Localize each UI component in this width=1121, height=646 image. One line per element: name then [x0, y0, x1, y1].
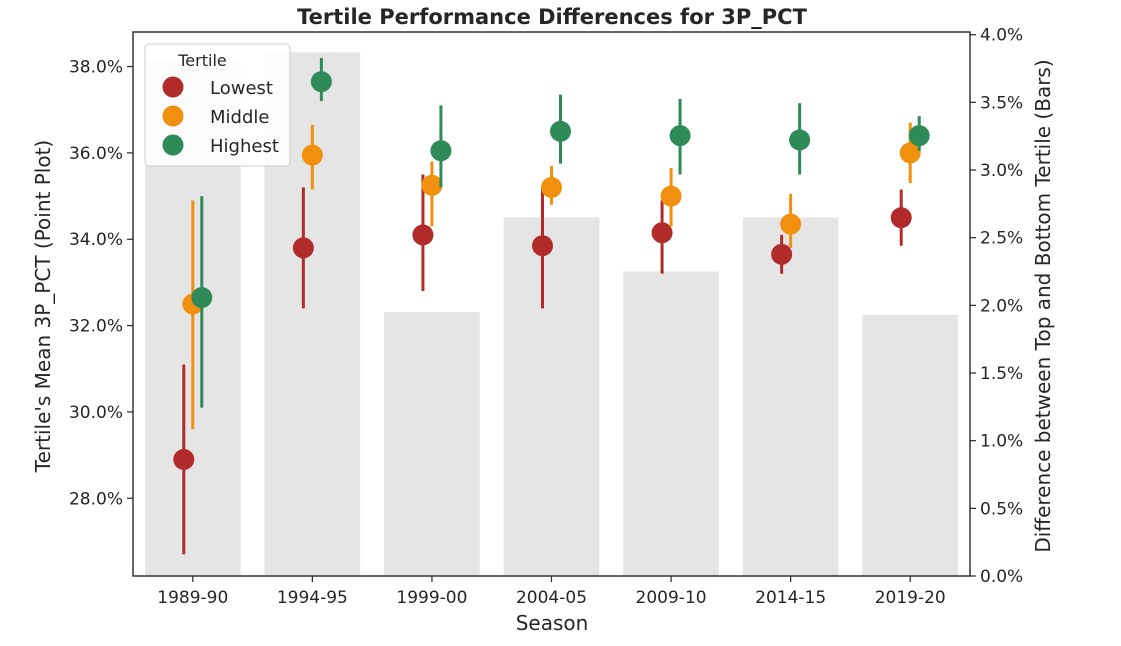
point-middle-1999-00 — [421, 174, 443, 196]
left-tick-label: 36.0% — [69, 144, 123, 164]
left-tick-label: 28.0% — [69, 489, 123, 509]
x-tick-label: 1994-95 — [277, 588, 348, 608]
bar-2014-15 — [742, 217, 839, 576]
x-tick-label: 2004-05 — [516, 588, 587, 608]
right-y-axis: 0.0% 0.5% 1.0% 1.5% 2.0% 2.5% 3.0% 3.5% 4.0% — [970, 26, 1023, 587]
x-axis-label: Season — [516, 611, 589, 635]
series-middle — [182, 122, 921, 430]
x-tick-label: 1989-90 — [157, 588, 228, 608]
right-tick-label: 0.0% — [980, 567, 1023, 587]
x-tick-label: 1999-00 — [396, 588, 467, 608]
x-tick-label: 2014-15 — [755, 588, 826, 608]
right-tick-label: 1.5% — [980, 364, 1023, 384]
point-highest-2019-20 — [908, 125, 930, 147]
right-tick-label: 0.5% — [980, 499, 1023, 519]
bars-layer — [144, 52, 959, 577]
series-lowest — [173, 174, 912, 555]
right-tick-label: 3.5% — [980, 93, 1023, 113]
bar-2019-20 — [862, 314, 959, 576]
point-lowest-1999-00 — [412, 224, 434, 246]
point-lowest-1989-90 — [173, 448, 195, 470]
point-highest-2014-15 — [789, 129, 811, 151]
x-tick-label: 2009-10 — [636, 588, 707, 608]
legend-label-lowest: Lowest — [210, 78, 273, 99]
x-axis: 1989-90 1994-95 1999-00 2004-05 2009-10 2014-… — [157, 576, 946, 608]
legend-marker-highest — [162, 134, 184, 156]
series-highest — [191, 57, 930, 408]
point-middle-2009-10 — [660, 185, 682, 207]
point-highest-2009-10 — [669, 125, 691, 147]
point-middle-2004-05 — [541, 176, 562, 198]
bar-2004-05 — [503, 217, 600, 576]
legend-marker-lowest — [162, 76, 184, 98]
right-tick-label: 2.0% — [980, 296, 1023, 316]
point-lowest-2004-05 — [532, 235, 553, 257]
chart-title: Tertile Performance Differences for 3P_P… — [297, 5, 808, 29]
point-lowest-2014-15 — [771, 243, 793, 265]
bar-2009-10 — [623, 271, 719, 576]
right-tick-label: 2.5% — [980, 229, 1023, 249]
right-tick-label: 1.0% — [980, 432, 1023, 452]
legend-box — [144, 43, 291, 167]
point-highest-1999-00 — [430, 140, 452, 162]
point-lowest-1994-95 — [292, 237, 314, 259]
right-y-axis-label: Difference between Top and Bottom Tertil… — [1031, 59, 1055, 552]
left-tick-label: 32.0% — [69, 317, 123, 337]
legend-label-highest: Highest — [210, 136, 279, 157]
point-middle-2019-20 — [899, 142, 921, 164]
left-y-axis-label: Tertile's Mean 3P_PCT (Point Plot) — [31, 140, 55, 473]
points-layer — [173, 57, 930, 555]
point-highest-2004-05 — [550, 120, 571, 142]
legend-label-middle: Middle — [210, 107, 269, 128]
legend-marker-middle — [162, 105, 184, 127]
legend: Tertile Lowest Middle Highest — [144, 43, 291, 167]
x-tick-label: 2019-20 — [875, 588, 946, 608]
point-lowest-2009-10 — [651, 222, 673, 244]
left-tick-label: 30.0% — [69, 403, 123, 423]
point-lowest-2019-20 — [890, 207, 912, 229]
left-tick-label: 38.0% — [69, 58, 123, 78]
left-y-axis: 28.0% 30.0% 32.0% 34.0% 36.0% 38.0% — [69, 58, 133, 509]
point-middle-2014-15 — [780, 213, 802, 235]
right-tick-label: 4.0% — [980, 26, 1023, 46]
point-middle-1994-95 — [301, 144, 323, 166]
bar-1999-00 — [384, 312, 480, 576]
point-highest-1989-90 — [191, 287, 213, 309]
legend-title: Tertile — [177, 51, 226, 70]
left-tick-label: 34.0% — [69, 230, 123, 250]
right-tick-label: 3.0% — [980, 161, 1023, 181]
point-highest-1994-95 — [310, 71, 332, 93]
